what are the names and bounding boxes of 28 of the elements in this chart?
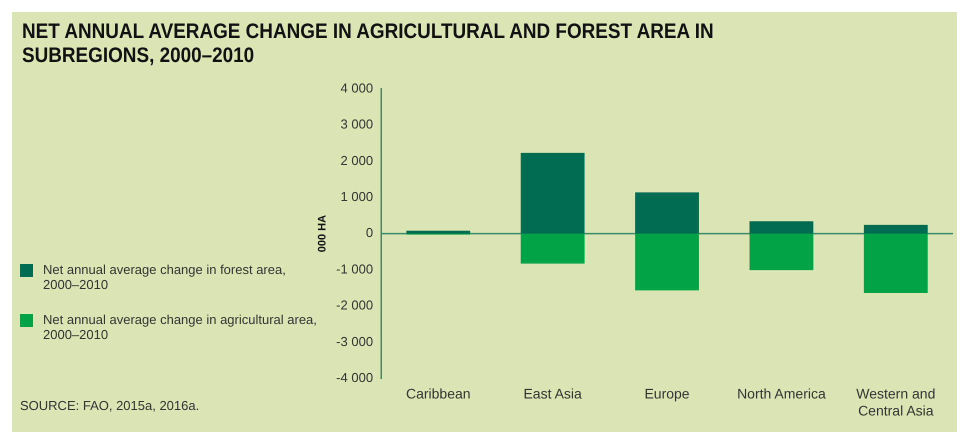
bar [520,234,585,264]
y-tick-label: -4 000 [336,370,374,385]
x-tick-label: Caribbean [406,386,471,402]
source-note: SOURCE: FAO, 2015a, 2016a. [20,398,200,413]
y-tick-label: 1 000 [340,188,374,204]
bar [520,152,585,234]
x-tick-label: Western and Central Asia [856,386,936,418]
chart-title: NET ANNUAL AVERAGE CHANGE IN AGRICULTURAL AND FOREST AREA IN SUBREGIONS, 2000–2010 [22,20,715,68]
bar [864,224,928,234]
y-tick-label: 2 000 [340,152,374,168]
y-axis-title: 000 HA [316,214,329,252]
y-tick-label: 3 000 [340,116,374,132]
legend-label: Net annual average change in agricultural area, 2000–2010 [43,312,318,342]
y-tick-label: -2 000 [336,298,374,313]
x-tick-label: North America [737,386,826,402]
y-tick-label: 4 000 [340,80,374,96]
y-tick-label: -3 000 [336,334,374,349]
bar [635,234,699,290]
y-tick-label: -1 000 [336,261,374,276]
x-tick-label: East Asia [523,386,582,402]
y-tick-label: 0 [366,225,374,240]
bar [750,221,814,234]
x-tick-label: Europe [644,386,690,402]
bar [635,192,699,234]
bar [406,230,470,234]
bar [750,234,814,270]
bar [864,234,928,293]
legend-label: Net annual average change in forest area, 2000–2010 [43,262,287,292]
